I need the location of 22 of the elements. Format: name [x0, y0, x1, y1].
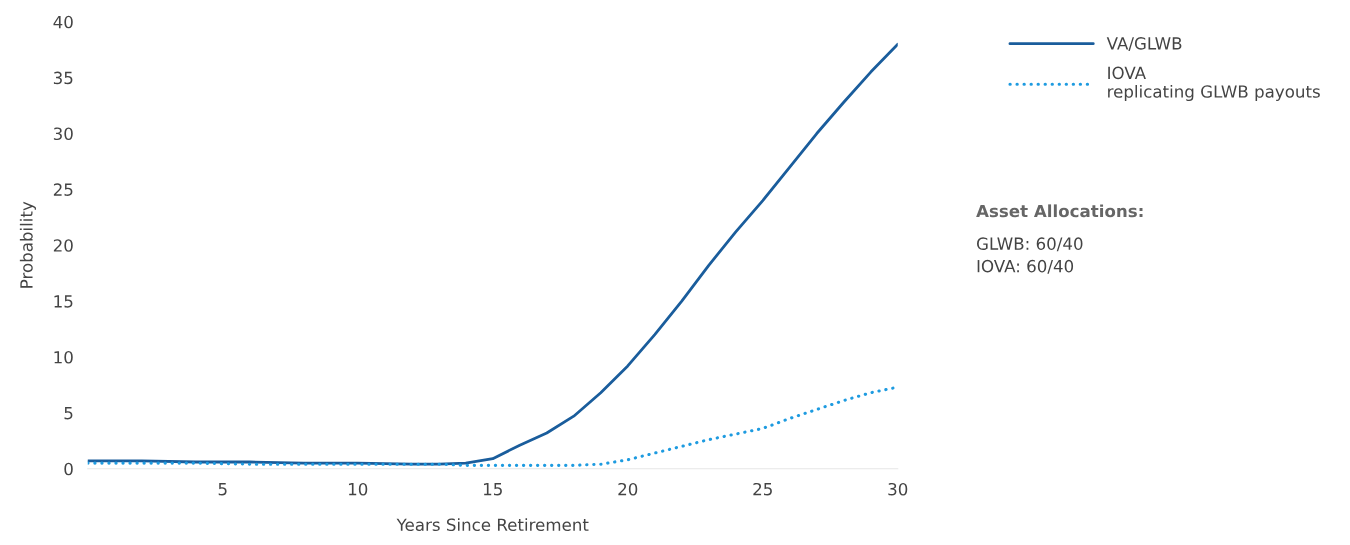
y-tick-label: 30 [53, 127, 73, 141]
y-tick-label: 20 [53, 239, 73, 252]
x-tick-label: 25 [753, 482, 772, 496]
legend-label: IOVA replicating GLWB payouts [1108, 66, 1320, 102]
x-tick-label: 20 [618, 482, 638, 496]
line-series [87, 42, 898, 466]
x-axis-title: Years Since Retirement [396, 518, 589, 532]
y-tick-label: 10 [54, 350, 73, 364]
x-tick-label: 10 [348, 482, 368, 496]
x-tick-label: 15 [483, 483, 502, 496]
text: GLWB: 60/40 IOVA: 60/40 [976, 237, 1083, 274]
y-tick-label: 15 [54, 295, 73, 308]
y-axis-title: Probability [19, 201, 36, 288]
y-tick-label: 25 [53, 183, 73, 196]
x-tick-label: 5 [218, 483, 227, 496]
y-tick-label: 5 [64, 407, 73, 420]
legend-label: VA/GLWB [1106, 37, 1182, 52]
y-tick-label: 0 [64, 462, 73, 476]
x-tick-label: 30 [888, 482, 908, 496]
y-tick-label: 40 [53, 15, 73, 29]
y-tick-label: 35 [53, 71, 73, 85]
text: Asset Allocations: [976, 204, 1143, 218]
